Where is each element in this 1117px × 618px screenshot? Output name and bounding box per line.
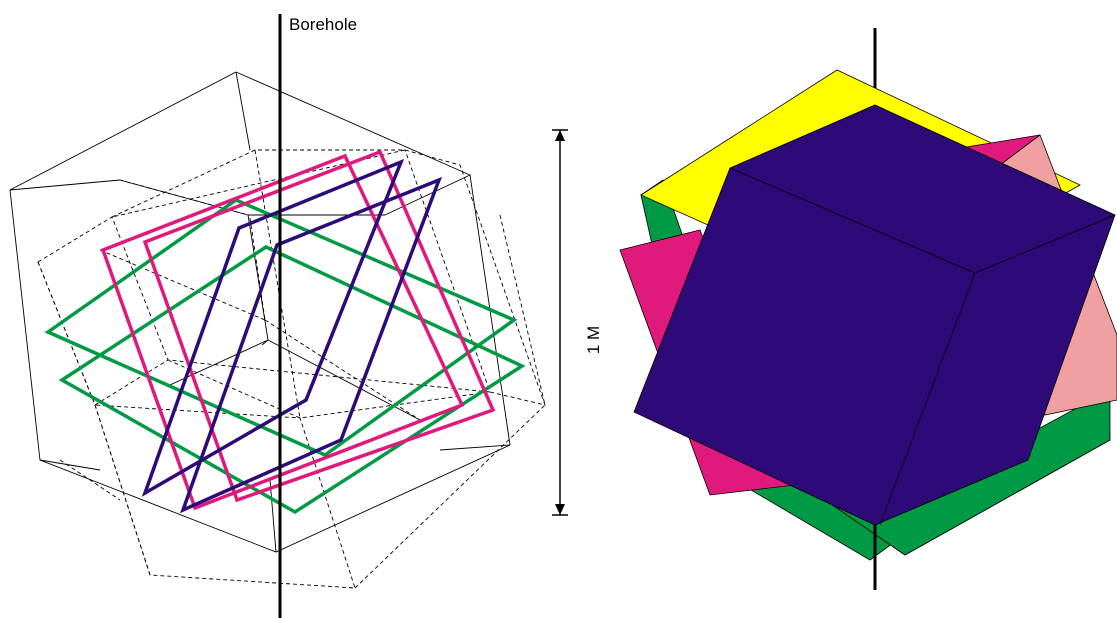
borehole-label: Borehole <box>289 15 357 34</box>
wireframe-solid <box>9 71 511 553</box>
indigo-fracture-planes <box>141 158 443 514</box>
scale-bar <box>552 129 568 516</box>
wireframe-dashed <box>37 149 546 589</box>
wireframe-panel: Borehole 1 M <box>9 14 603 618</box>
scale-arrow-top <box>555 130 565 141</box>
magenta-plane-1 <box>100 153 465 511</box>
green-fracture-planes <box>44 198 526 515</box>
solid-panel <box>619 28 1117 590</box>
indigo-plane-2 <box>179 176 443 514</box>
magenta-plane-2 <box>142 149 496 503</box>
green-plane-2 <box>58 245 526 515</box>
scale-arrow-bottom <box>555 504 565 515</box>
green-plane-1 <box>44 198 518 458</box>
indigo-plane-1 <box>141 158 405 497</box>
magenta-fracture-planes <box>100 149 496 511</box>
scale-label: 1 M <box>584 326 603 354</box>
